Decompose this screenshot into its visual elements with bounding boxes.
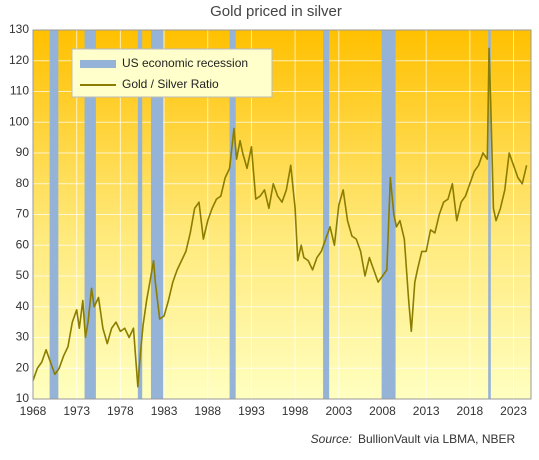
y-tick-label: 100 [9,114,29,128]
x-tick-label: 2013 [413,404,440,418]
recession-band [84,30,96,399]
legend-label: US economic recession [122,56,248,70]
y-tick-label: 60 [16,237,30,251]
x-tick-label: 1968 [20,404,47,418]
source-text: BullionVault via LBMA, NBER [358,432,516,446]
x-tick-label: 2023 [500,404,527,418]
y-tick-label: 10 [16,391,30,405]
y-tick-label: 30 [16,330,30,344]
recession-band [49,30,59,399]
data-line [32,47,528,388]
x-tick-label: 1973 [63,404,90,418]
y-tick-label: 120 [9,53,29,67]
x-tick-label: 1978 [107,404,134,418]
y-tick-label: 70 [16,207,30,221]
plot-frame [32,29,532,400]
legend: US economic recession Gold / Silver Rati… [71,48,273,98]
y-tick-label: 90 [16,145,30,159]
legend-label: Gold / Silver Ratio [122,77,219,91]
legend-box [71,48,273,98]
recession-band [488,30,491,399]
x-tick-label: 1988 [194,404,221,418]
x-tick-label: 2003 [325,404,352,418]
x-tick-label: 1983 [151,404,178,418]
x-tick-label: 1993 [238,404,265,418]
x-tick-label: 2018 [456,404,483,418]
recession-band [150,30,164,399]
y-tick-label: 130 [9,22,29,36]
x-tick-label: 1998 [282,404,309,418]
x-tick-label: 2008 [369,404,396,418]
recession-band [323,30,330,399]
legend-swatch [80,60,116,68]
source-label: Source: [311,432,352,446]
recession-band [137,30,143,399]
y-tick-label: 110 [10,84,29,98]
y-tick-label: 20 [16,360,30,374]
y-tick-label: 40 [16,299,30,313]
y-tick-label: 80 [16,176,30,190]
recession-band [229,30,236,399]
chart-title: Gold priced in silver [210,3,342,20]
y-tick-label: 50 [16,268,30,282]
